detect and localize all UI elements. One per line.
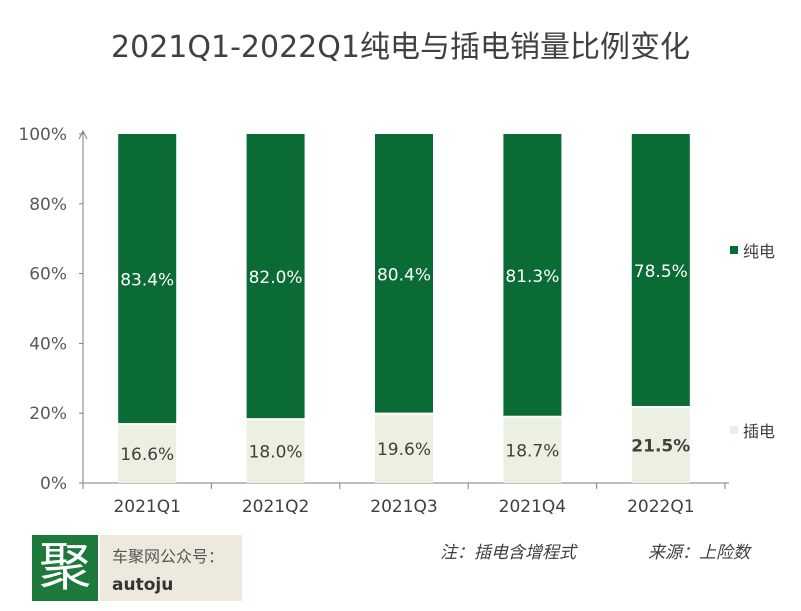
data-label-plugin-hybrid: 19.6% [377, 440, 431, 460]
y-tick-label: 40% [29, 334, 67, 354]
x-tick-label: 2022Q1 [627, 497, 694, 517]
y-tick-label: 0% [40, 474, 67, 494]
data-label-pure-electric: 82.0% [249, 268, 303, 288]
bar-pure-electric [246, 134, 305, 419]
bar-labels: 83.4% 16.6% 82.0% 18.0% 80.4% 19.6% 81.3% 18.7%… [120, 262, 690, 465]
bar-pure-electric [118, 134, 177, 424]
bars [118, 134, 690, 483]
data-label-pure-electric: 83.4% [120, 271, 174, 291]
legend-label-plugin-hybrid: 插电 [743, 422, 776, 441]
x-tick-label: 2021Q3 [370, 497, 437, 517]
y-axis: 0% 20% 40% 60% 80% 100% [18, 125, 88, 494]
bar-plugin-hybrid [118, 425, 177, 483]
data-label-pure-electric: 80.4% [377, 265, 431, 285]
y-axis-arrow [78, 129, 88, 140]
bar-plugin-hybrid [631, 407, 690, 483]
y-tick-label: 100% [18, 125, 67, 145]
bar-pure-electric [503, 134, 562, 416]
legend-swatch-plugin-hybrid [730, 426, 738, 434]
bar-plugin-hybrid [375, 414, 433, 483]
legend-swatch-pure-electric [730, 246, 738, 254]
y-tick-label: 60% [29, 265, 67, 285]
x-axis: 2021Q1 2021Q2 2021Q3 2021Q4 2022Q1 [82, 482, 729, 517]
legend-item-pure-electric: 纯电 [730, 238, 775, 262]
bar-pure-electric [631, 134, 690, 406]
y-tick-label: 80% [29, 195, 67, 215]
bar-plugin-hybrid [246, 420, 305, 483]
wechat-label: 车聚网公众号： [112, 547, 225, 566]
y-tick-label: 20% [29, 404, 67, 424]
autoju-logo: 聚 [32, 535, 98, 601]
data-label-plugin-hybrid: 16.6% [120, 445, 174, 465]
data-label-plugin-hybrid: 18.0% [249, 443, 303, 463]
bar-pure-electric [375, 134, 433, 413]
chart-title: 2021Q1-2022Q1纯电与插电销量比例变化 [111, 30, 690, 65]
data-label-plugin-hybrid: 21.5% [631, 436, 690, 456]
legend-item-plugin-hybrid: 插电 [730, 418, 775, 442]
wechat-account-box: 车聚网公众号： autoju [100, 535, 242, 601]
x-tick-label: 2021Q4 [499, 497, 566, 517]
footnote-note: 注：插电含增程式 [440, 543, 576, 563]
data-label-pure-electric: 78.5% [634, 262, 688, 282]
footnote-source: 来源：上险数 [648, 543, 750, 563]
legend-label-pure-electric: 纯电 [743, 242, 776, 261]
wechat-id: autoju [112, 575, 174, 595]
data-label-plugin-hybrid: 18.7% [505, 441, 559, 461]
data-label-pure-electric: 81.3% [505, 267, 559, 287]
bar-plugin-hybrid [503, 417, 562, 483]
x-tick-label: 2021Q2 [242, 497, 309, 517]
x-tick-label: 2021Q1 [113, 497, 180, 517]
